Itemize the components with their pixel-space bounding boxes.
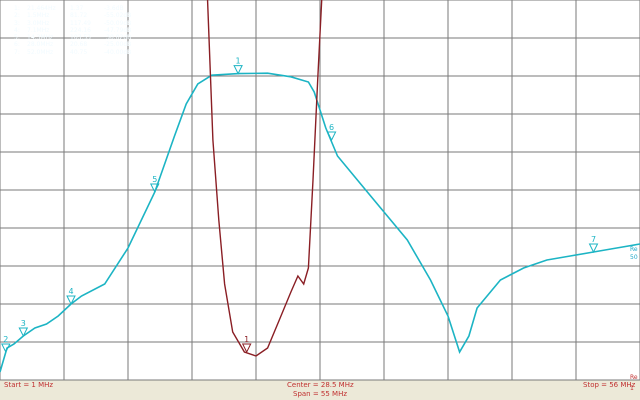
marker-db: -47.79dB — [104, 26, 132, 34]
marker-value: 103.53 — [70, 34, 91, 42]
marker-num: 4: — [14, 26, 20, 34]
marker-num: 5: — [14, 34, 20, 42]
trace-marker-label-7: 7 — [591, 235, 596, 244]
marker-value: 117.49 — [70, 19, 91, 27]
marker-num: 1: — [14, 5, 20, 12]
trace-marker-label-6: 6 — [329, 123, 334, 132]
trace-marker-label-1: 1 — [236, 57, 241, 66]
trace-marker-8 — [241, 343, 252, 354]
marker-freq: 1.5MHz — [27, 12, 50, 20]
marker-table-row: 3: 3.0MHz 117.49 -50.09dB — [14, 20, 144, 27]
marker-table-row: 1: 21.464Hz 1.37 -3.6dB — [14, 5, 144, 12]
trace-1 — [0, 72, 640, 373]
trace-marker-7 — [588, 243, 599, 254]
marker-freq: 21.464Hz — [27, 5, 56, 12]
marker-freq: 3.0MHz — [27, 19, 50, 27]
marker-db: -30.02dB — [104, 34, 132, 42]
trace-marker-1 — [233, 65, 243, 75]
trace-marker-3 — [18, 327, 29, 338]
marker-db: -25.00dB — [104, 41, 132, 49]
trace-marker-6 — [326, 131, 337, 142]
ref-label-4: 1 — [630, 385, 634, 392]
trace-marker-label-4: 4 — [68, 287, 73, 296]
footer-stop: Stop = 56 MHz — [583, 381, 636, 389]
trace-marker-label-2: 2 — [3, 335, 8, 344]
ref-label-3: Re — [630, 374, 638, 381]
trace-marker-label-3: 3 — [21, 319, 26, 328]
marker-num: 6: — [14, 41, 20, 49]
marker-table-row: 7: 52.0MHz 40.75 -40.00dB — [14, 49, 144, 56]
marker-value: 81.72 — [70, 12, 88, 20]
marker-value: 224.16 — [70, 26, 91, 34]
trace-marker-label-8: 1 — [244, 335, 249, 344]
marker-value: 20.68 — [70, 41, 88, 49]
marker-db: -40.00dB — [104, 48, 132, 56]
trace-marker-4 — [66, 295, 76, 306]
marker-freq: 28.0MHz — [27, 41, 54, 49]
footer-start: Start = 1 MHz — [4, 381, 54, 389]
trace-marker-2 — [0, 343, 11, 354]
grid-lines — [0, 0, 640, 381]
footer-span: Span = 55 MHz — [293, 390, 348, 398]
marker-table-row: 5: 14.3MHz 103.53 -30.02dB — [14, 34, 144, 41]
footer-center: Center = 28.5 MHz — [287, 381, 354, 389]
ref-label-1: Re — [630, 246, 638, 253]
traces — [0, 0, 640, 373]
marker-num: 2: — [14, 12, 20, 20]
marker-num: 3: — [14, 19, 20, 27]
marker-freq: 7.1MHz — [27, 26, 50, 34]
marker-table-row: 6: 28.0MHz 20.68 -25.00dB — [14, 41, 144, 48]
marker-num: 7: — [14, 48, 20, 56]
trace-markers: 1 2 3 4 5 6 7 1 — [0, 57, 599, 354]
marker-table: 1: 21.464Hz 1.37 -3.6dB 2: 1.5MHz 81.72 -55.02d… — [14, 5, 144, 56]
marker-db: -3.6dB — [104, 5, 124, 12]
marker-freq: 14.3MHz — [27, 34, 54, 42]
marker-table-row: 2: 1.5MHz 81.72 -55.02dB — [14, 12, 144, 19]
marker-freq: 52.0MHz — [27, 48, 54, 56]
marker-value: 40.75 — [70, 48, 88, 56]
marker-table-row: 4: 7.1MHz 224.16 -47.79dB — [14, 27, 144, 34]
trace-marker-5 — [149, 183, 160, 194]
marker-value: 1.37 — [70, 5, 84, 12]
marker-db: -50.09dB — [104, 19, 132, 27]
trace-marker-label-5: 5 — [152, 175, 157, 184]
marker-db: -55.02dB — [104, 12, 132, 20]
trace-2 — [206, 0, 323, 357]
ref-label-2: 50 — [630, 254, 638, 261]
